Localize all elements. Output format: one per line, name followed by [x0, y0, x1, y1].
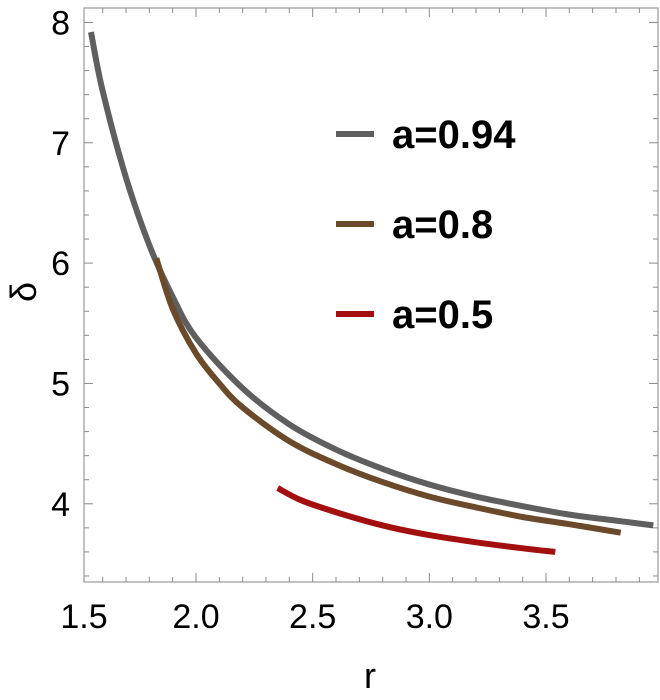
- plot-border: [83, 7, 659, 583]
- x-axis-ticks: 1.5 2.0 2.5 3.0 3.5: [60, 8, 640, 636]
- y-tick-label: 6: [51, 245, 70, 283]
- legend: a=0.94 a=0.8 a=0.5: [336, 113, 516, 337]
- series-line-2: [153, 257, 622, 536]
- y-tick-label: 5: [51, 365, 70, 403]
- legend-label: a=0.5: [392, 293, 493, 337]
- y-tick-label: 4: [51, 486, 70, 524]
- x-tick-label: 2.0: [172, 598, 219, 636]
- y-axis-label: δ: [3, 282, 44, 302]
- y-tick-label: 7: [51, 125, 70, 163]
- legend-label: a=0.94: [392, 113, 516, 157]
- series-line-3: [276, 485, 556, 555]
- y-axis-ticks: 4 5 6 7 8: [51, 4, 658, 577]
- y-tick-label: 8: [51, 4, 70, 42]
- x-tick-label: 2.5: [289, 598, 336, 636]
- plot-frame: [83, 7, 659, 583]
- series-line-1: [88, 31, 654, 529]
- series-lines: [88, 31, 654, 555]
- x-tick-label: 3.5: [522, 598, 569, 636]
- x-tick-label: 1.5: [60, 598, 107, 636]
- x-axis-label: r: [364, 655, 376, 696]
- legend-label: a=0.8: [392, 203, 493, 247]
- x-tick-label: 3.0: [406, 598, 453, 636]
